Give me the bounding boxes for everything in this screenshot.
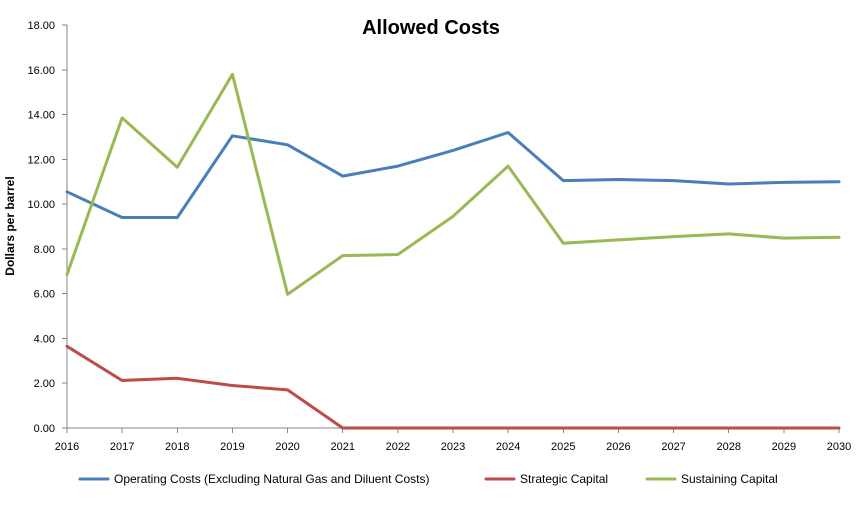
series-line-2 — [65, 344, 841, 430]
x-tick-label: 2018 — [165, 441, 189, 453]
y-tick-label: 0.00 — [34, 423, 55, 435]
chart-title: Allowed Costs — [362, 17, 500, 39]
axes: 0.00 2.00 4.00 6.00 8.00 10.00 12.00 14.00 16.00… — [27, 20, 851, 453]
y-tick-label: 10.00 — [27, 199, 55, 211]
x-tick-label: 2021 — [330, 441, 354, 453]
y-tick-label: 18.00 — [27, 20, 55, 32]
x-tick-label: 2026 — [606, 441, 630, 453]
x-tick-label: 2019 — [220, 441, 244, 453]
x-tick-label: 2024 — [496, 441, 520, 453]
y-tick-label: 4.00 — [34, 333, 55, 345]
legend-label-3: Sustaining Capital — [681, 472, 778, 486]
x-tick-label: 2028 — [716, 441, 740, 453]
legend-label-2: Strategic Capital — [520, 472, 608, 486]
x-tick-label: 2022 — [386, 441, 410, 453]
legend-label-1: Operating Costs (Excluding Natural Gas a… — [114, 472, 429, 486]
series-line-3 — [65, 72, 841, 296]
x-tick-label: 2023 — [441, 441, 465, 453]
y-tick-label: 6.00 — [34, 289, 55, 301]
y-tick-label: 12.00 — [27, 154, 55, 166]
y-tick-label: 8.00 — [34, 244, 55, 256]
x-tick-label: 2027 — [661, 441, 685, 453]
y-axis-label: Dollars per barrel — [3, 176, 17, 275]
x-tick-label: 2030 — [827, 441, 851, 453]
x-tick-label: 2025 — [551, 441, 575, 453]
y-tick-label: 14.00 — [27, 110, 55, 122]
x-tick-label: 2016 — [55, 441, 79, 453]
y-tick-label: 16.00 — [27, 65, 55, 77]
y-tick-label: 2.00 — [34, 378, 55, 390]
x-tick-label: 2020 — [275, 441, 299, 453]
x-tick-label: 2017 — [110, 441, 134, 453]
legend: Operating Costs (Excluding Natural Gas a… — [78, 472, 778, 486]
series-line-1 — [65, 131, 841, 219]
x-tick-label: 2029 — [772, 441, 796, 453]
series-lines — [65, 72, 841, 430]
